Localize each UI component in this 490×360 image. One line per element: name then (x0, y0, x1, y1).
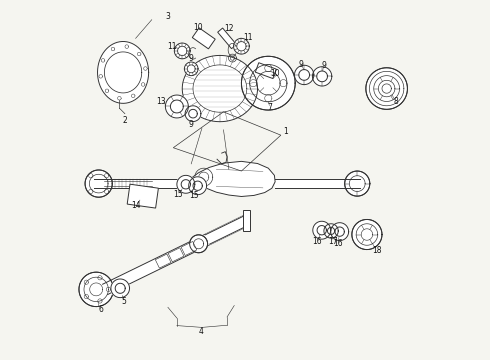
Text: 15: 15 (189, 190, 199, 199)
Text: 6: 6 (98, 305, 103, 314)
Text: 10: 10 (193, 23, 202, 32)
Text: 7: 7 (267, 103, 272, 112)
Polygon shape (344, 171, 370, 196)
Text: 9: 9 (321, 62, 326, 71)
Polygon shape (242, 56, 295, 110)
Polygon shape (189, 177, 207, 195)
Polygon shape (166, 95, 188, 118)
Polygon shape (185, 106, 201, 122)
Text: 17: 17 (328, 237, 338, 246)
Text: 12: 12 (224, 24, 234, 33)
Text: 3: 3 (166, 12, 171, 21)
Polygon shape (85, 170, 112, 197)
Text: 11: 11 (167, 42, 176, 51)
Text: 5: 5 (122, 297, 126, 306)
Text: 9: 9 (299, 60, 304, 69)
Bar (181, 242, 197, 256)
Text: 11: 11 (243, 33, 253, 42)
Text: 4: 4 (199, 327, 204, 336)
Polygon shape (98, 41, 148, 103)
Polygon shape (313, 67, 332, 86)
Polygon shape (366, 68, 408, 109)
Text: 16: 16 (312, 237, 321, 246)
Polygon shape (174, 43, 190, 59)
Text: 8: 8 (394, 96, 399, 105)
Polygon shape (294, 65, 314, 85)
Polygon shape (234, 39, 249, 54)
Bar (155, 254, 171, 268)
Polygon shape (205, 216, 248, 244)
Text: 9: 9 (188, 120, 193, 129)
Polygon shape (313, 221, 331, 239)
Polygon shape (79, 272, 113, 307)
Polygon shape (177, 175, 195, 193)
Text: 10: 10 (270, 69, 280, 78)
Text: 9: 9 (188, 54, 193, 63)
Polygon shape (102, 215, 249, 294)
Text: 13: 13 (156, 97, 166, 106)
Bar (127, 184, 158, 208)
Polygon shape (275, 179, 360, 188)
Polygon shape (184, 62, 198, 76)
Polygon shape (324, 224, 338, 238)
Bar (168, 248, 184, 262)
Polygon shape (95, 179, 191, 188)
Polygon shape (190, 161, 275, 197)
Text: 1: 1 (283, 127, 288, 136)
Text: 18: 18 (372, 246, 381, 255)
Text: 2: 2 (122, 116, 127, 125)
Polygon shape (331, 223, 349, 240)
Polygon shape (111, 279, 129, 298)
Bar (192, 28, 215, 49)
Text: 15: 15 (173, 190, 183, 199)
Text: 16: 16 (333, 239, 343, 248)
Bar (218, 28, 237, 49)
Polygon shape (190, 235, 208, 253)
Bar (255, 63, 276, 78)
Polygon shape (243, 210, 250, 231)
Polygon shape (182, 55, 258, 122)
Polygon shape (352, 220, 382, 249)
Text: 14: 14 (131, 201, 141, 210)
